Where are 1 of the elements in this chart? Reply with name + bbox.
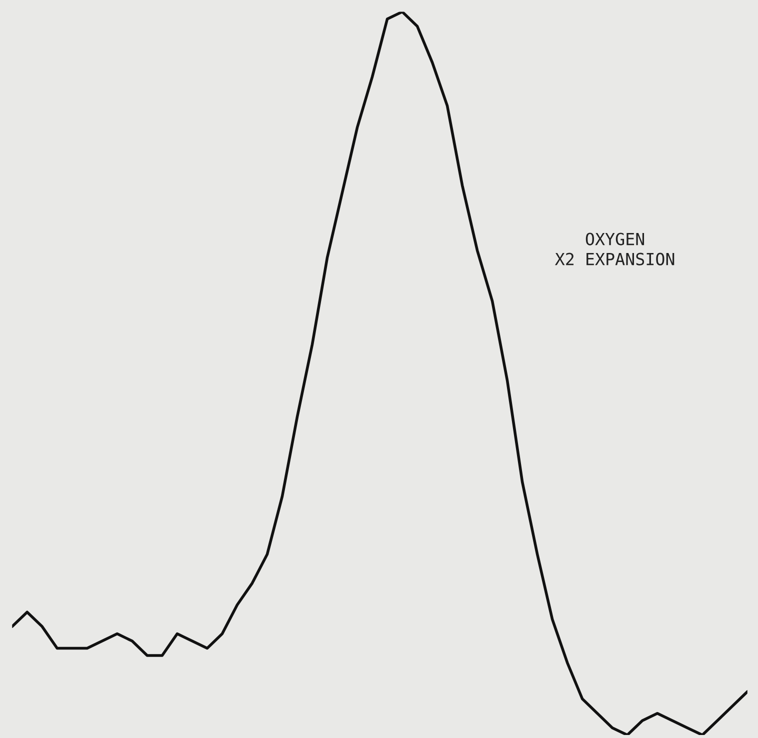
annotation: OXYGEN X2 EXPANSION xyxy=(554,232,674,266)
